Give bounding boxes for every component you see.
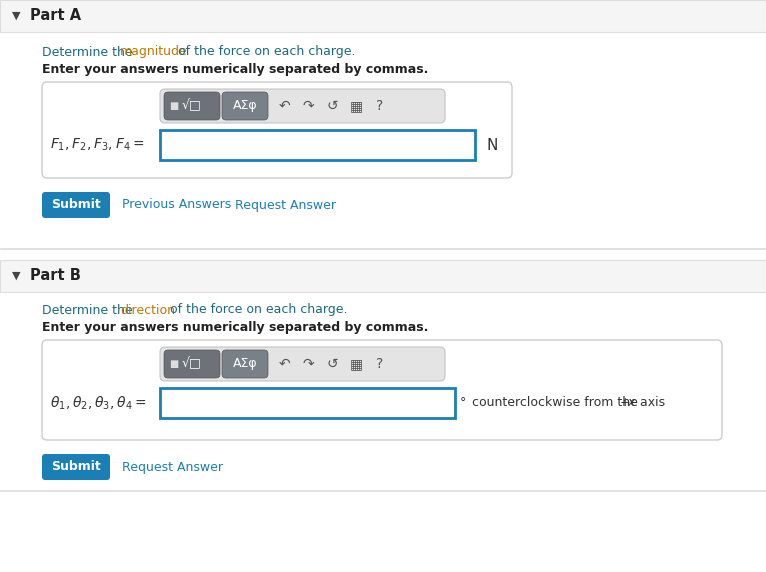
Text: √□: √□ [182, 100, 202, 113]
Text: Submit: Submit [51, 460, 101, 474]
Text: +: + [620, 396, 630, 410]
Text: ?: ? [376, 99, 384, 113]
Text: direction: direction [120, 304, 175, 316]
Text: ↶: ↶ [278, 357, 290, 371]
Text: AΣφ: AΣφ [233, 100, 257, 113]
FancyBboxPatch shape [160, 347, 445, 381]
Text: $\theta_1, \theta_2, \theta_3, \theta_4 =$: $\theta_1, \theta_2, \theta_3, \theta_4 … [50, 394, 146, 412]
Text: ↺: ↺ [326, 99, 338, 113]
Text: ▦: ▦ [349, 99, 362, 113]
Text: ▼: ▼ [11, 271, 20, 281]
Text: $x$: $x$ [627, 396, 637, 410]
Text: Request Answer: Request Answer [122, 460, 223, 474]
FancyBboxPatch shape [42, 454, 110, 480]
FancyBboxPatch shape [42, 340, 722, 440]
Bar [160, 130, 475, 160]
Text: counterclockwise from the: counterclockwise from the [472, 396, 642, 410]
Bar [160, 388, 455, 418]
Text: ▼: ▼ [11, 11, 20, 21]
Text: Determine the: Determine the [42, 46, 136, 58]
FancyBboxPatch shape [42, 82, 512, 178]
FancyBboxPatch shape [164, 350, 220, 378]
Text: Determine the: Determine the [42, 304, 136, 316]
Text: ▦: ▦ [349, 357, 362, 371]
Text: ↶: ↶ [278, 99, 290, 113]
FancyBboxPatch shape [160, 89, 445, 123]
Text: ■: ■ [169, 101, 178, 111]
Text: °: ° [460, 396, 466, 410]
Text: of the force on each charge.: of the force on each charge. [166, 304, 348, 316]
Text: $F_1, F_2, F_3, F_4 =$: $F_1, F_2, F_3, F_4 =$ [50, 137, 145, 153]
Text: axis: axis [636, 396, 665, 410]
Text: ↺: ↺ [326, 357, 338, 371]
FancyBboxPatch shape [222, 350, 268, 378]
Text: Submit: Submit [51, 198, 101, 212]
Text: ?: ? [376, 357, 384, 371]
FancyBboxPatch shape [222, 92, 268, 120]
Text: ↷: ↷ [303, 357, 314, 371]
FancyBboxPatch shape [42, 192, 110, 218]
FancyBboxPatch shape [164, 92, 220, 120]
Text: ■: ■ [169, 359, 178, 369]
Bar [0, 260, 766, 292]
Text: Previous Answers: Previous Answers [122, 198, 231, 212]
Bar [0, 490, 766, 491]
Text: Part B: Part B [30, 268, 81, 284]
Text: magnitude: magnitude [120, 46, 188, 58]
Text: ↷: ↷ [303, 99, 314, 113]
Text: Request Answer: Request Answer [235, 198, 336, 212]
Text: AΣφ: AΣφ [233, 358, 257, 371]
Bar [0, 248, 766, 249]
Text: of the force on each charge.: of the force on each charge. [174, 46, 355, 58]
Text: Enter your answers numerically separated by commas.: Enter your answers numerically separated… [42, 63, 428, 77]
Text: √□: √□ [182, 358, 202, 371]
Text: N: N [486, 137, 497, 153]
Text: Enter your answers numerically separated by commas.: Enter your answers numerically separated… [42, 321, 428, 335]
Bar [0, 0, 766, 32]
Text: Part A: Part A [30, 9, 81, 23]
